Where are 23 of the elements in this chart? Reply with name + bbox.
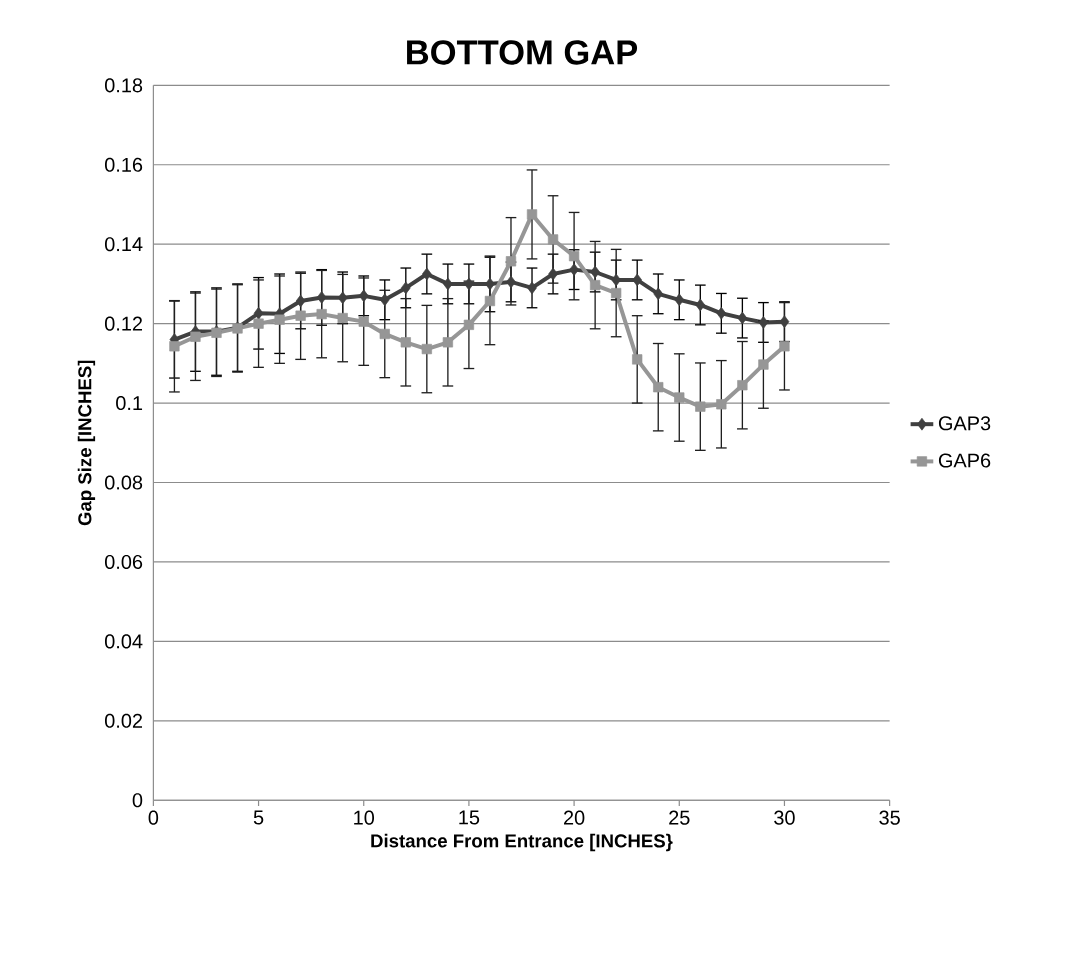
legend-label: GAP3 [938, 416, 991, 431]
y-tick-label: 0.16 [104, 157, 143, 173]
x-tick-label: 10 [354, 810, 375, 825]
x-tick-label: 5 [253, 810, 264, 825]
x-tick-label: 20 [564, 810, 585, 825]
x-tick-label: 15 [459, 810, 480, 825]
x-tick-label: 35 [879, 810, 900, 825]
legend-label: GAP6 [938, 453, 991, 468]
y-axis-title: Gap Size [INCHES] [77, 360, 96, 526]
y-tick-label: 0 [132, 793, 143, 808]
y-tick-label: 0.06 [104, 555, 143, 570]
chart-title: BOTTOM GAP [407, 40, 638, 65]
x-axis-title: Distance From Entrance [INCHES} [371, 834, 673, 852]
y-tick-label: 0.08 [104, 475, 143, 490]
y-tick-label: 0.14 [104, 237, 143, 252]
y-tick-label: 0.1 [116, 396, 143, 411]
x-tick-label: 25 [669, 810, 690, 825]
y-tick-label: 0.18 [104, 78, 143, 93]
x-tick-label: 30 [774, 810, 795, 825]
x-tick-label: 0 [148, 810, 159, 825]
y-tick-label: 0.02 [104, 713, 143, 729]
y-tick-label: 0.04 [104, 634, 143, 649]
y-tick-label: 0.12 [104, 316, 143, 331]
